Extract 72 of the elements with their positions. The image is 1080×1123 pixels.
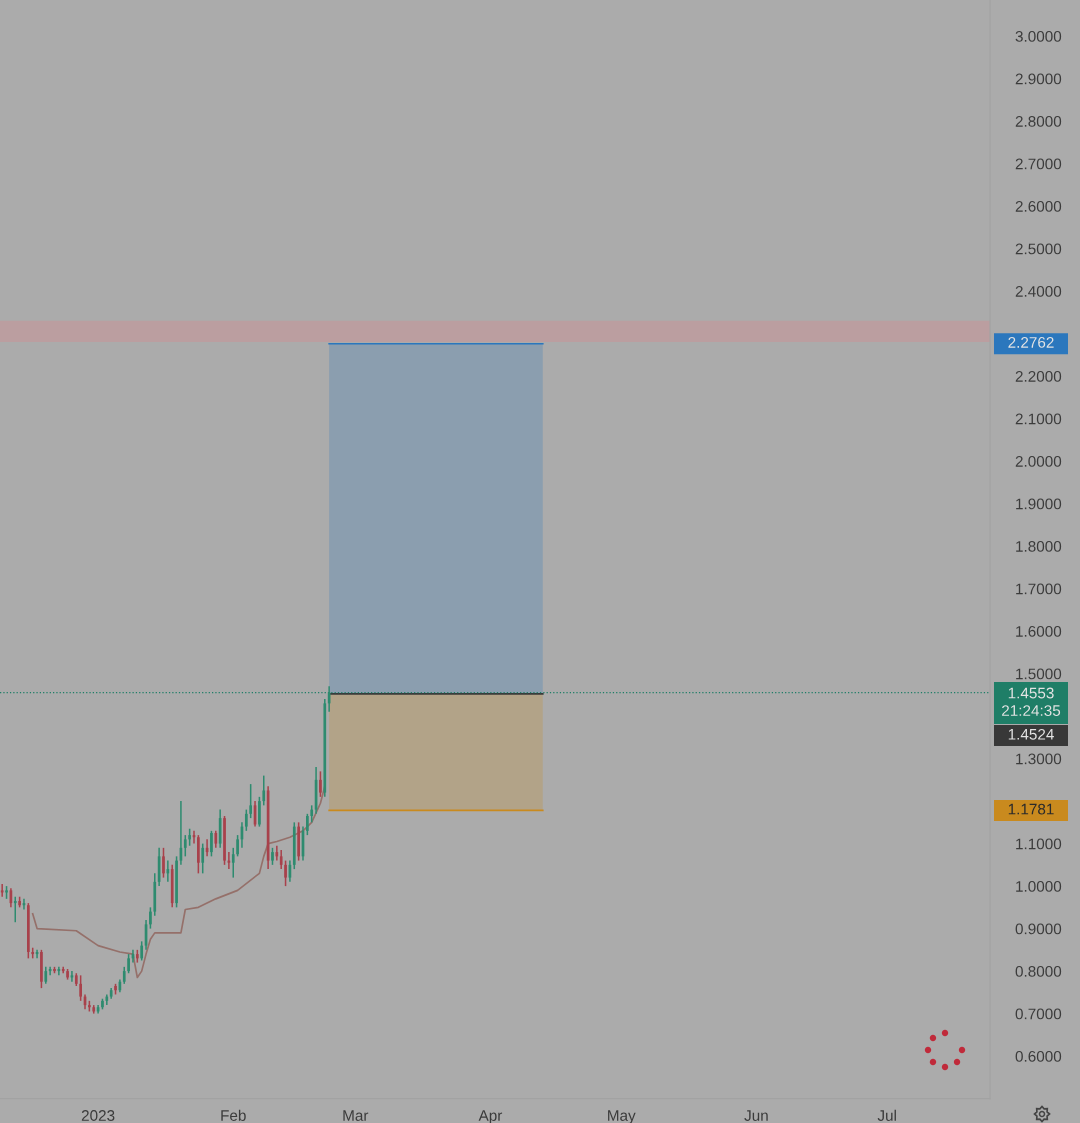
- y-tick-label: 3.0000: [1015, 30, 1062, 42]
- candlestick: [88, 1000, 91, 1013]
- x-tick-label: Mar: [343, 1110, 369, 1121]
- candlestick: [127, 953, 130, 974]
- y-tick-label: 2.0000: [1015, 455, 1062, 467]
- text: 1.4524: [1008, 728, 1054, 740]
- y-tick-label: 2.6000: [1015, 200, 1062, 212]
- y-tick-label: 2.1000: [1015, 413, 1062, 425]
- candlestick: [135, 949, 139, 964]
- candlestick: [244, 808, 248, 832]
- candlestick: [319, 770, 322, 798]
- candlestick: [114, 983, 117, 996]
- candlestick: [40, 949, 43, 989]
- candlestick: [327, 685, 331, 713]
- candlestick: [166, 859, 170, 883]
- candlestick: [306, 813, 309, 836]
- y-tick-label: 0.9000: [1015, 923, 1062, 935]
- candlestick: [5, 885, 8, 900]
- candlestick: [149, 906, 152, 930]
- x-tick-label: Jul: [877, 1109, 896, 1121]
- candlestick: [284, 859, 287, 887]
- candlestick: [66, 968, 69, 981]
- candlestick: [210, 830, 213, 858]
- y-tick-label: 1.5000: [1016, 668, 1062, 680]
- text: 1.1781: [1008, 803, 1054, 815]
- y-tick-label: 2.8000: [1015, 115, 1062, 127]
- candlestick: [262, 774, 266, 807]
- candlestick: [271, 847, 274, 866]
- y-tick-label: 1.7000: [1016, 583, 1062, 595]
- candlestick: [279, 849, 283, 870]
- candlestick: [188, 827, 191, 847]
- y-tick-label: 1.0000: [1016, 880, 1062, 892]
- candlestick: [197, 834, 200, 875]
- x-tick-label: Apr: [478, 1110, 503, 1123]
- x-tick-label: Jun: [744, 1110, 768, 1121]
- candlestick: [183, 834, 187, 858]
- candlestick: [275, 844, 279, 862]
- candlestick: [249, 783, 253, 819]
- y-tick-label: 2.7000: [1015, 158, 1062, 170]
- candlestick: [101, 997, 104, 1011]
- y-tick-label: 1.1000: [1016, 838, 1062, 850]
- text: 2.2762: [1008, 337, 1054, 348]
- y-tick-label: 0.7000: [1015, 1008, 1062, 1020]
- y-tick-label: 1.3000: [1016, 753, 1062, 765]
- x-tick-label: Feb: [221, 1109, 246, 1121]
- candlestick: [201, 842, 205, 875]
- y-tick-label: 0.8000: [1015, 965, 1062, 977]
- candlestick: [18, 895, 21, 909]
- x-tick-label: 2023: [81, 1110, 115, 1121]
- candlestick: [258, 796, 261, 828]
- candlestick: [13, 895, 17, 923]
- ref-line-label: 1.4553 21:24:35: [1002, 687, 1061, 716]
- y-tick-label: 2.5000: [1015, 243, 1062, 255]
- candlestick: [0, 883, 4, 898]
- candlestick: [297, 821, 300, 862]
- candlestick: [162, 847, 165, 879]
- candlestick: [175, 855, 178, 909]
- candlestick: [53, 966, 56, 974]
- candlestick: [231, 847, 235, 879]
- candlestick: [236, 834, 239, 858]
- candlestick: [140, 940, 144, 962]
- y-tick-label: 0.6000: [1015, 1050, 1062, 1062]
- y-tick-label: 1.8000: [1016, 540, 1062, 552]
- y-tick-label: 2.4000: [1015, 285, 1062, 297]
- y-tick-label: 2.9000: [1015, 73, 1062, 85]
- candlestick: [26, 902, 30, 960]
- candlestick: [79, 974, 82, 1002]
- candlestick: [223, 815, 226, 866]
- y-tick-label: 1.6000: [1016, 625, 1062, 637]
- x-tick-label: May: [608, 1110, 636, 1123]
- y-tick-label: 2.2000: [1015, 370, 1062, 382]
- y-tick-label: 1.9000: [1016, 498, 1062, 510]
